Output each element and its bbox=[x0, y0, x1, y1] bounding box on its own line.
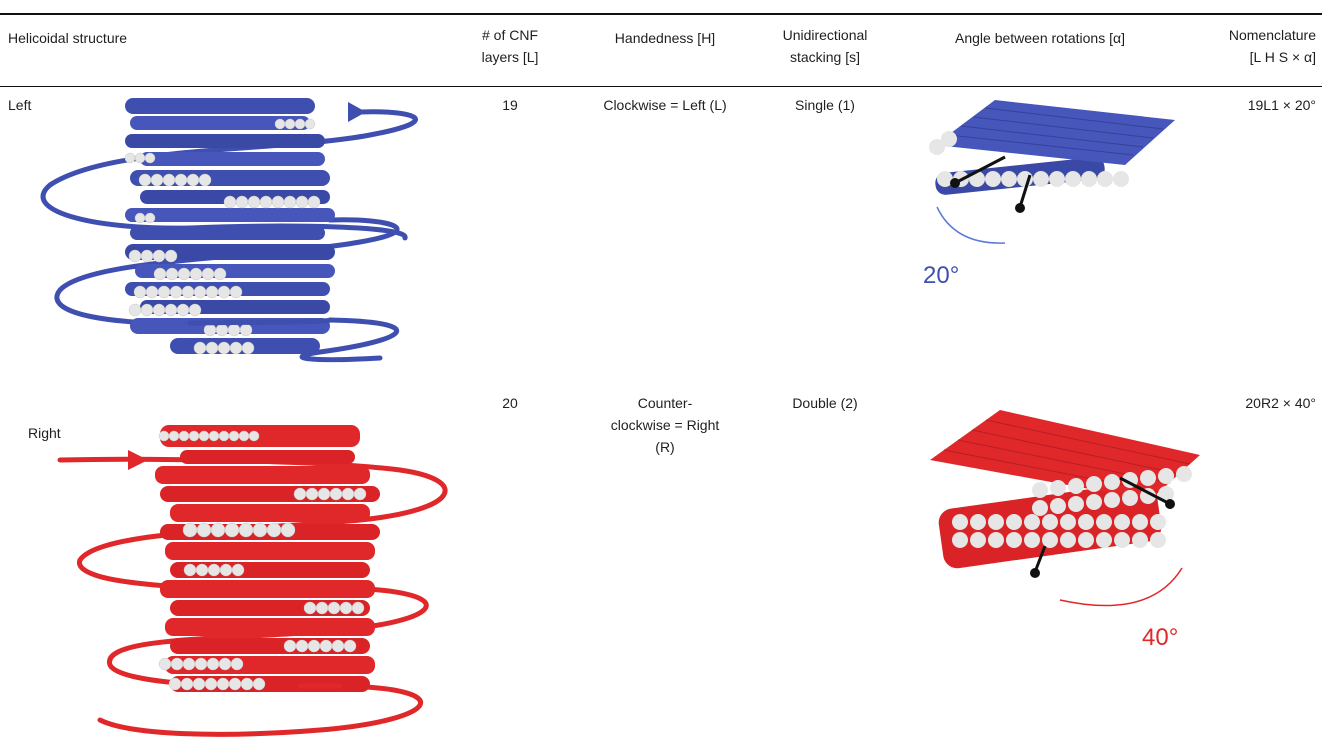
header-stacking-line1: Unidirectional bbox=[782, 27, 868, 43]
header-cnf-layers: # of CNF layers [L] bbox=[460, 24, 560, 68]
right-helicoid-illustration bbox=[57, 425, 448, 737]
angle-40-axis-end-a bbox=[1165, 499, 1175, 509]
angle-20-axis-end-a bbox=[950, 178, 960, 188]
row1-layers: 19 bbox=[502, 97, 518, 113]
right-helix-arrowhead bbox=[128, 450, 148, 470]
angle-20-arc bbox=[936, 206, 1006, 244]
row1-structure: Left bbox=[8, 97, 32, 113]
angle-20-axis-end-b bbox=[1015, 203, 1025, 213]
angle-40-label: 40° bbox=[1142, 624, 1178, 651]
row2-nomenclature: 20R2 × 40° bbox=[1245, 395, 1316, 411]
left-fiber-stack bbox=[124, 98, 335, 355]
header-stacking-line2: stacking [s] bbox=[789, 49, 861, 65]
row2-handedness-line2: clockwise = Right bbox=[610, 417, 720, 433]
header-nomenclature-line1: Nomenclature bbox=[1228, 27, 1316, 43]
header-stacking: Unidirectional stacking [s] bbox=[760, 24, 890, 68]
row1-stacking: Single (1) bbox=[795, 97, 855, 113]
row1-nomenclature: 19L1 × 20° bbox=[1247, 97, 1316, 113]
angle-illustration-20: 20° bbox=[923, 100, 1175, 289]
angle-20-label: 20° bbox=[923, 262, 959, 289]
row1-handedness: Clockwise = Left (L) bbox=[603, 97, 727, 113]
angle-20-top-layer bbox=[929, 100, 1175, 165]
header-cnf-layers-line2: layers [L] bbox=[481, 49, 539, 65]
angle-40-axis-end-b bbox=[1030, 568, 1040, 578]
header-angle: Angle between rotations [α] bbox=[955, 30, 1125, 46]
header-helicoidal-structure: Helicoidal structure bbox=[8, 30, 128, 46]
right-fiber-stack bbox=[155, 425, 380, 692]
row2-handedness-line3: (R) bbox=[655, 439, 675, 455]
row2-handedness: Counter- clockwise = Right (R) bbox=[580, 392, 750, 458]
top-rule bbox=[0, 13, 1322, 15]
angle-40-axes bbox=[1033, 476, 1171, 573]
angle-illustration-40: 40° bbox=[930, 410, 1200, 651]
row2-structure: Right bbox=[28, 425, 61, 441]
left-helix-front bbox=[187, 223, 408, 326]
header-rule bbox=[0, 86, 1322, 87]
row2-layers: 20 bbox=[502, 395, 518, 411]
angle-40-arc bbox=[1059, 567, 1183, 607]
row2-stacking: Double (2) bbox=[792, 395, 858, 411]
angle-20-axes bbox=[954, 155, 1032, 208]
header-nomenclature: Nomenclature [L H S × α] bbox=[1170, 24, 1316, 68]
header-nomenclature-line2: [L H S × α] bbox=[1249, 49, 1316, 65]
row2-handedness-line1: Counter- bbox=[637, 395, 693, 411]
right-helix-front bbox=[277, 585, 343, 689]
header-cnf-layers-line1: # of CNF bbox=[481, 27, 538, 43]
left-helix-arrowhead bbox=[348, 102, 366, 122]
left-helicoid-illustration bbox=[40, 98, 418, 363]
angle-40-top-layer bbox=[930, 410, 1200, 516]
header-handedness: Handedness [H] bbox=[614, 30, 716, 46]
